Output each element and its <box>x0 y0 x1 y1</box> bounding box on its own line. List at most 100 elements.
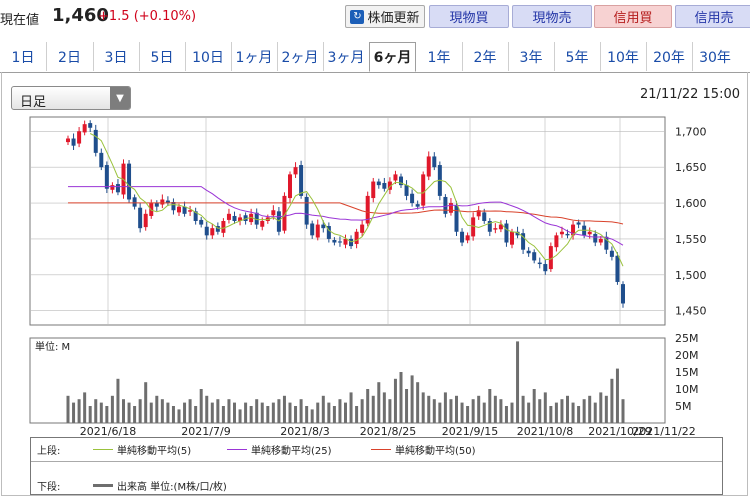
volume-bar <box>105 406 109 423</box>
volume-bar <box>599 392 603 423</box>
volume-bar <box>282 395 286 423</box>
volume-bar <box>571 402 575 423</box>
candle-body <box>93 129 98 153</box>
refresh-price-button[interactable]: ↻ 株価更新 <box>345 5 425 28</box>
ma5-line <box>89 133 624 267</box>
candle-body <box>154 203 159 207</box>
volume-bar <box>77 399 81 423</box>
volume-bar <box>554 402 558 423</box>
legend-ma50-label: 単純移動平均(50) <box>395 446 476 457</box>
candle-body <box>343 238 348 245</box>
candle-body <box>249 213 254 223</box>
candle-body <box>587 231 592 235</box>
volume-bar <box>221 406 225 423</box>
candle-body <box>310 223 315 236</box>
volume-bar <box>255 399 259 423</box>
period-select[interactable]: 日足 ▼ <box>11 86 131 110</box>
volume-bar <box>316 402 320 423</box>
ma5-swatch <box>93 449 113 450</box>
tab-2y[interactable]: 2年 <box>462 42 509 71</box>
candle-body <box>132 197 137 207</box>
tab-1y[interactable]: 1年 <box>416 42 463 71</box>
tab-3m[interactable]: 3ヶ月 <box>327 49 365 66</box>
volume-bar <box>477 395 481 423</box>
candle-body <box>349 238 354 247</box>
volume-bar <box>199 389 203 423</box>
candle-body <box>376 181 381 186</box>
candle-body <box>188 210 193 212</box>
date-axis: 2021/6/18 2021/7/9 2021/8/3 2021/8/25 2021/9… <box>80 425 696 438</box>
candle-body <box>354 231 359 244</box>
candle-body <box>521 233 526 250</box>
tab-1d[interactable]: 1日 <box>0 42 47 71</box>
volume-bar <box>233 402 236 423</box>
candle-body <box>321 224 326 229</box>
tab-20y[interactable]: 20年 <box>646 42 693 71</box>
candle-body <box>559 231 564 235</box>
tab-5y[interactable]: 5年 <box>554 42 601 71</box>
volume-bar <box>410 375 414 423</box>
volume-bar <box>188 399 192 423</box>
volume-bar <box>260 402 264 423</box>
candle-body <box>199 219 204 225</box>
candle-body <box>454 205 459 232</box>
candle-body <box>576 222 581 225</box>
legend-divider <box>31 461 722 462</box>
price-tick-label: 1,500 <box>675 269 707 282</box>
tab-3d[interactable]: 3日 <box>93 42 140 71</box>
price-tick-label: 1,600 <box>675 197 707 210</box>
tab-30y[interactable]: 30年 <box>699 49 731 66</box>
volume-tick-label: 5M <box>675 400 692 413</box>
candle-body <box>476 210 481 217</box>
candle-body <box>260 221 265 227</box>
tab-1m[interactable]: 1ヶ月 <box>231 42 278 71</box>
candle-body <box>77 131 82 144</box>
legend-ma50: 単純移動平均(50) <box>371 442 476 457</box>
period-tabs: 1日 2日 3日 5日 10日 1ヶ月 2ヶ月 3ヶ月 6ヶ月 1年 2年 3年… <box>0 42 750 73</box>
volume-bar <box>582 399 586 423</box>
volume-bar <box>205 395 209 423</box>
volume-bar <box>332 406 336 423</box>
candle-body <box>204 226 209 236</box>
ma50-line <box>68 202 624 225</box>
volume-bar <box>405 389 409 423</box>
candle-body <box>448 203 453 213</box>
volume-bar <box>432 399 436 423</box>
candle-body <box>282 195 287 231</box>
candle-body <box>337 241 342 243</box>
tab-6m[interactable]: 6ヶ月 <box>369 42 416 72</box>
candle-body <box>238 217 243 221</box>
volume-bar <box>288 402 292 423</box>
price-chart-border <box>29 116 666 326</box>
tab-5d[interactable]: 5日 <box>139 42 186 71</box>
date-tick-label: 2021/8/3 <box>280 425 329 438</box>
candle-body <box>460 231 465 243</box>
volume-bar <box>338 399 342 423</box>
candle-body <box>554 235 559 248</box>
candle-body <box>215 226 220 232</box>
ma50-swatch <box>371 449 391 450</box>
candle-body <box>548 246 553 270</box>
margin-buy-button[interactable]: 信用買 <box>594 5 672 28</box>
volume-bar <box>160 399 164 423</box>
date-tick-label: 2021/8/25 <box>360 425 416 438</box>
legend-volume-label: 出来高 単位:(M株/口/枚) <box>117 482 227 493</box>
tab-10d[interactable]: 10日 <box>185 42 232 71</box>
tab-3y[interactable]: 3年 <box>508 42 555 71</box>
volume-tick-label: 20M <box>675 349 699 362</box>
volume-bar <box>527 402 531 423</box>
candle-body <box>421 174 426 206</box>
tab-10y[interactable]: 10年 <box>600 42 647 71</box>
volume-bar <box>266 406 270 423</box>
volume-bar <box>421 392 425 423</box>
candle-body <box>99 152 104 168</box>
volume-bar <box>577 406 581 423</box>
spot-sell-button[interactable]: 現物売 <box>512 5 592 28</box>
tab-2m[interactable]: 2ヶ月 <box>277 42 324 71</box>
tab-2d[interactable]: 2日 <box>46 42 94 71</box>
volume-bar <box>360 399 364 423</box>
margin-sell-button[interactable]: 信用売 <box>675 5 750 28</box>
spot-buy-button[interactable]: 現物買 <box>429 5 509 28</box>
volume-bar <box>593 402 597 423</box>
